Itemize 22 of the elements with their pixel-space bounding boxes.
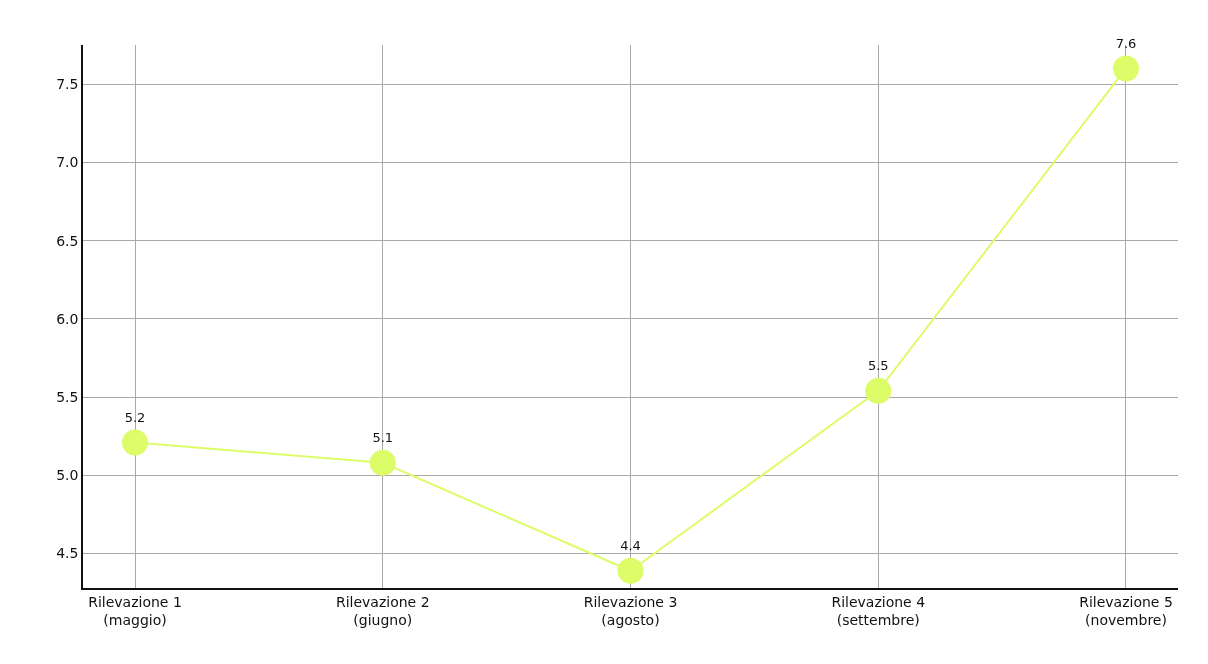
data-label: 5.1 [372, 430, 394, 446]
point [1112, 55, 1139, 82]
x-tick-label: Rilevazione 2 (giugno) [335, 593, 430, 628]
data-label: 5.2 [124, 409, 146, 425]
x-tick-label: Rilevazione 3 (agosto) [583, 593, 678, 628]
y-tick-label: 7.5 [56, 76, 79, 93]
point [122, 429, 149, 456]
x-tick-label: Rilevazione 4 (settembre) [831, 593, 926, 628]
y-tick-label: 4.5 [56, 545, 79, 562]
y-tick-label: 5.0 [56, 467, 79, 484]
x-tick-label: Rilevazione 1 (maggio) [88, 593, 182, 628]
y-tick-label: 7.0 [56, 154, 79, 171]
point [865, 377, 892, 404]
y-tick-label: 5.5 [56, 388, 79, 405]
data-label: 4.4 [620, 538, 641, 554]
point [617, 557, 644, 584]
point [369, 449, 396, 476]
y-tick-label: 6.0 [56, 310, 79, 327]
y-tick-label: 6.5 [56, 232, 79, 249]
x-tick-label: Rilevazione 5 (novembre) [1079, 593, 1173, 628]
data-label: 7.6 [1115, 35, 1137, 51]
data-label: 5.5 [867, 358, 889, 374]
